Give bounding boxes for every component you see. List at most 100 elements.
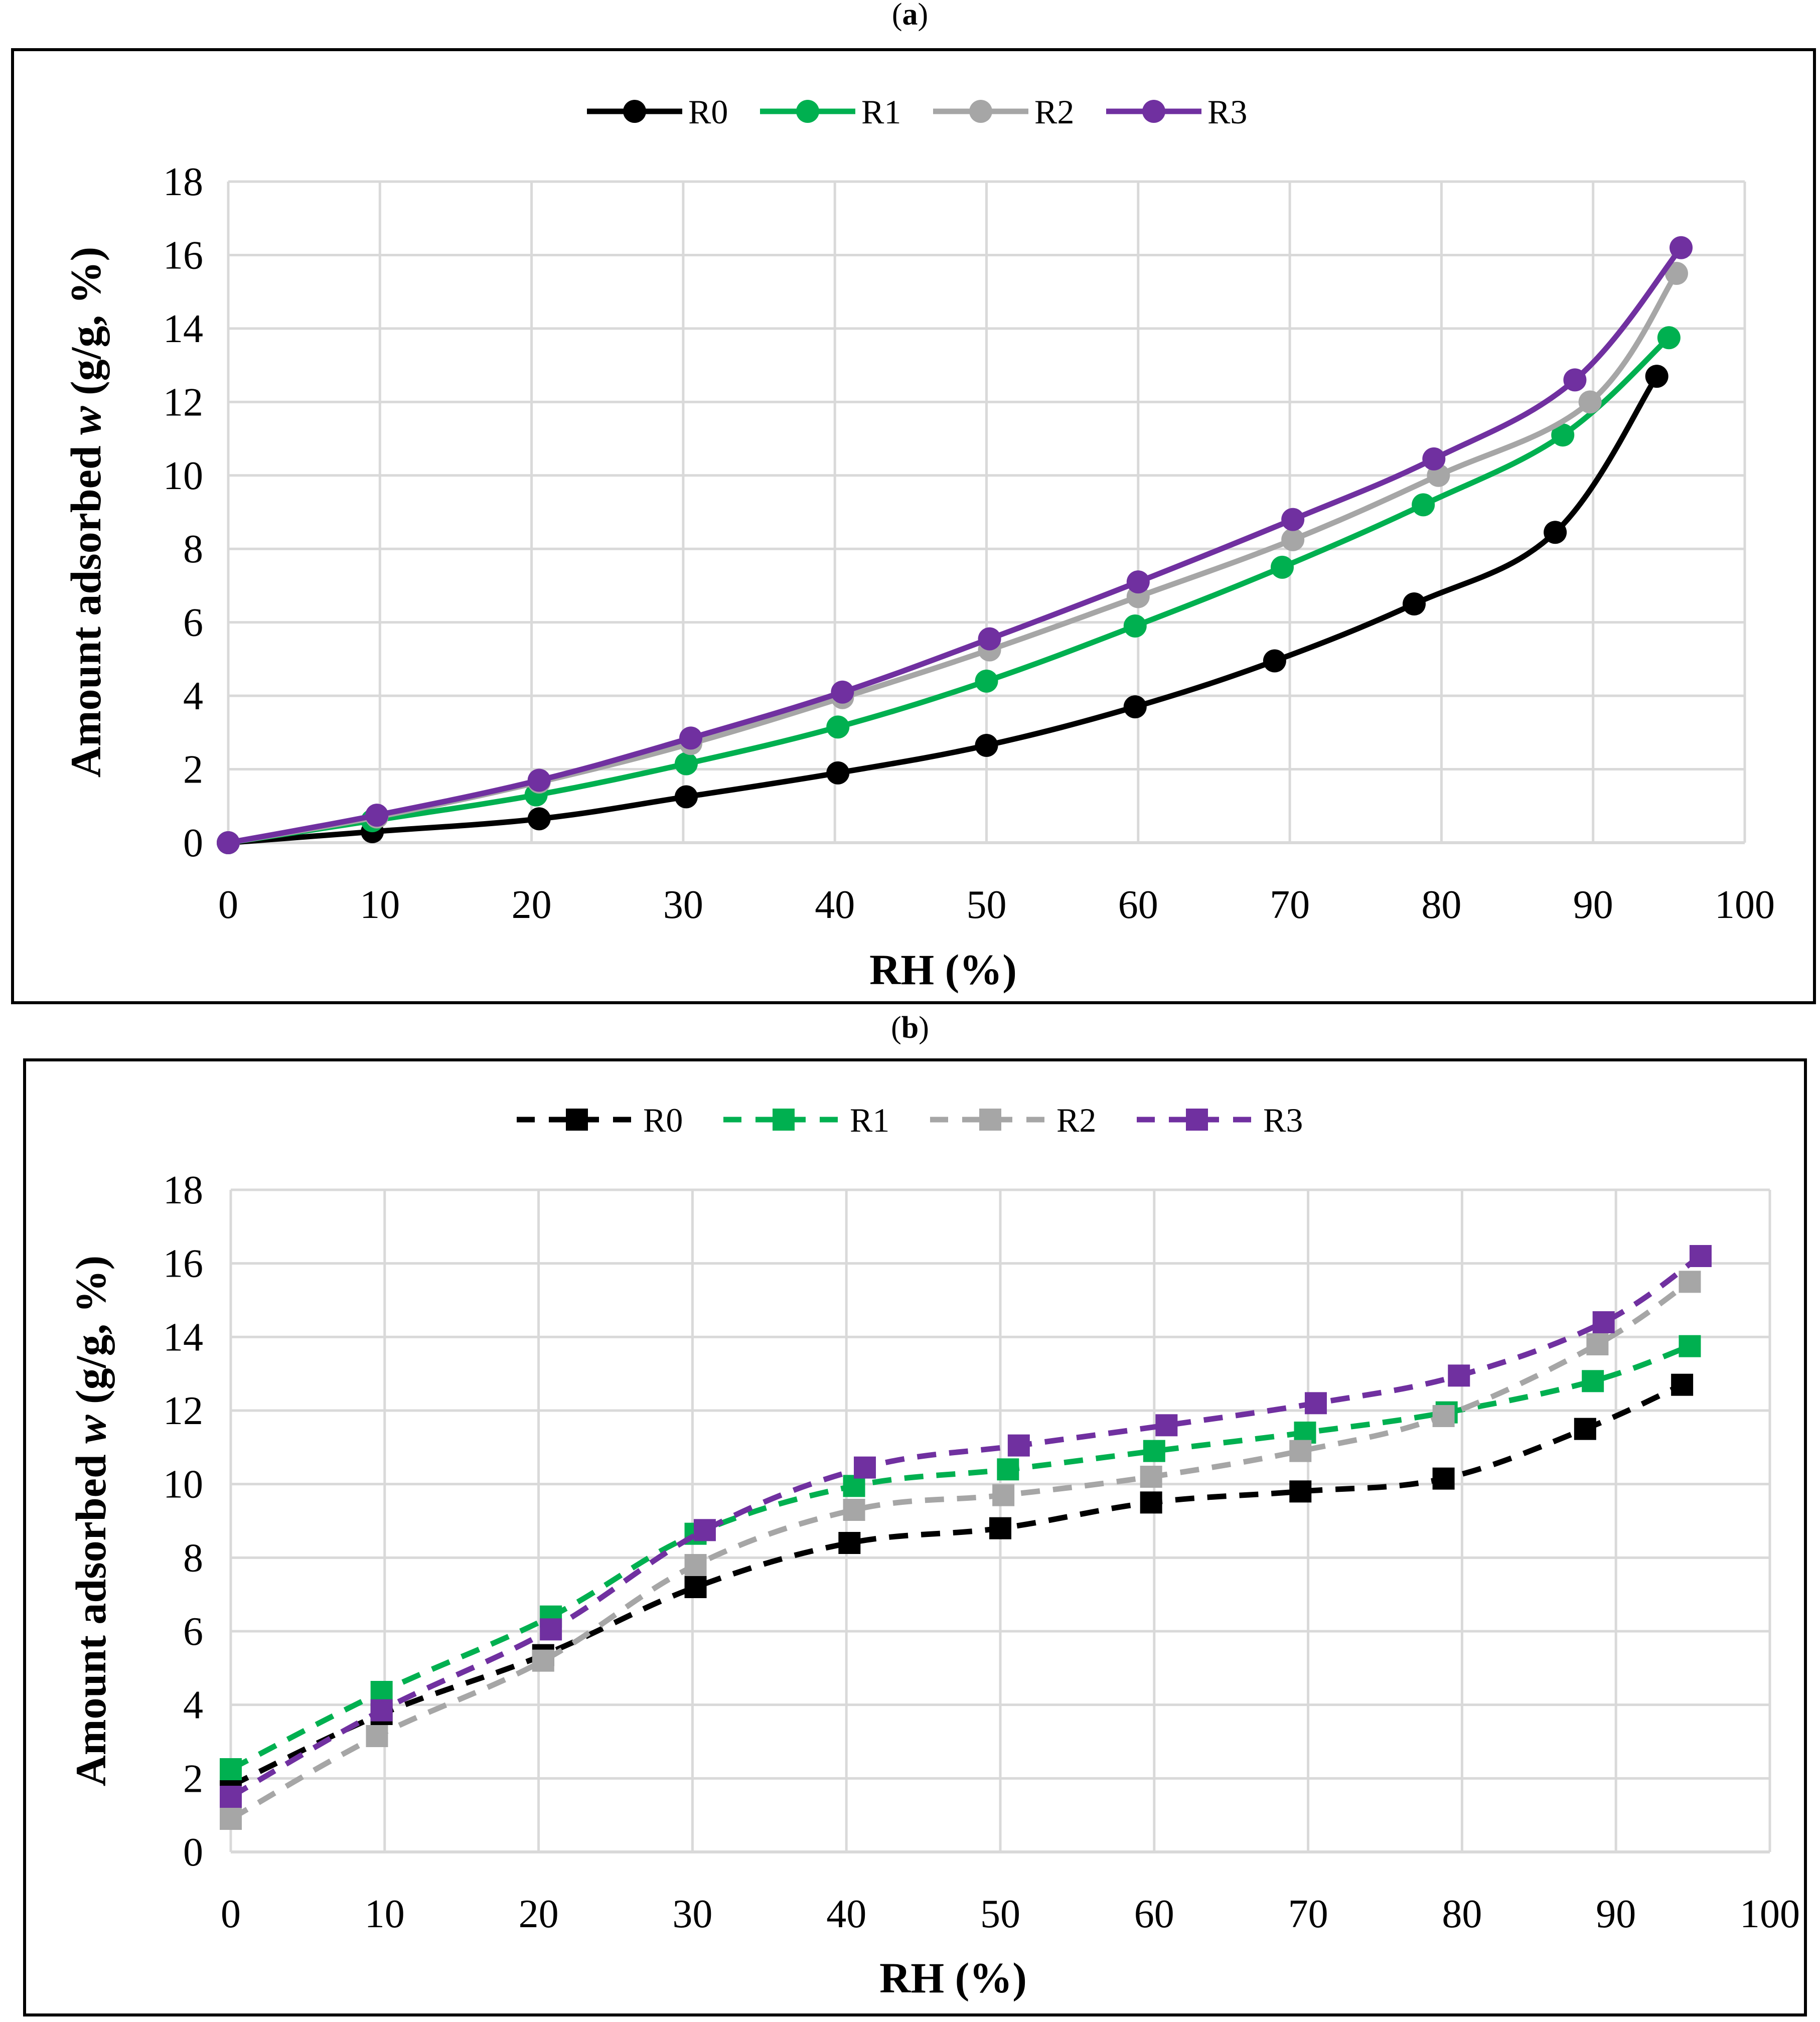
y-tick-label: 4: [183, 674, 203, 718]
data-point: [1289, 1440, 1312, 1462]
series-line-R2: [229, 1279, 1692, 1821]
y-tick-label: 6: [183, 601, 203, 645]
data-point: [978, 627, 1001, 651]
data-point: [1412, 493, 1435, 517]
legend-label-R1: R1: [861, 93, 901, 131]
x-axis-title: RH (%): [879, 1954, 1027, 2002]
x-tick-label: 80: [1442, 1892, 1482, 1936]
x-tick-label: 70: [1270, 883, 1310, 927]
x-tick-label: 10: [360, 883, 400, 927]
legend-marker-R3: [1142, 100, 1165, 123]
data-point: [1007, 1434, 1030, 1457]
data-point: [679, 726, 703, 750]
series-R0: [217, 365, 1669, 854]
data-point: [527, 768, 551, 792]
data-point: [1304, 1392, 1327, 1415]
data-point: [989, 1517, 1011, 1539]
data-point: [1140, 1491, 1162, 1514]
series-line-R1: [229, 1343, 1691, 1772]
x-tick-label: 0: [221, 1892, 241, 1936]
legend-marker-R0: [623, 100, 646, 123]
data-point: [1281, 508, 1305, 531]
data-point: [992, 1484, 1015, 1506]
x-tick-label: 70: [1288, 1892, 1328, 1936]
x-tick-label: 60: [1134, 1892, 1174, 1936]
y-tick-label: 8: [183, 527, 203, 571]
x-tick-label: 20: [519, 1892, 559, 1936]
legend-marker-R1: [796, 100, 819, 123]
data-point: [1657, 326, 1681, 350]
y-tick-label: 18: [163, 1168, 203, 1212]
legend-label-R0: R0: [643, 1101, 683, 1139]
y-axis-title: Amount adsorbed w (g/g, %): [67, 1256, 115, 1786]
x-tick-label: 30: [672, 1892, 712, 1936]
y-tick-label: 2: [183, 748, 203, 792]
x-tick-label: 20: [512, 883, 552, 927]
data-point: [540, 1618, 562, 1641]
data-point: [527, 807, 551, 831]
data-point: [684, 1554, 707, 1576]
legend-label-R2: R2: [1034, 93, 1074, 131]
data-point: [1143, 1440, 1165, 1462]
legend-label-R1: R1: [850, 1101, 889, 1139]
legend: R0 R1 R2 R3: [517, 1101, 1303, 1139]
x-tick-label: 40: [815, 883, 855, 927]
series-line-R0: [229, 1382, 1684, 1788]
data-point: [1582, 1370, 1604, 1392]
y-tick-label: 10: [163, 454, 203, 498]
data-point: [826, 761, 850, 785]
chart-frame-b: [23, 1058, 1807, 2016]
data-point: [831, 680, 854, 704]
data-point: [365, 804, 389, 827]
x-tick-label: 10: [365, 1892, 405, 1936]
series-R2: [217, 262, 1688, 854]
x-axis-title: RH (%): [869, 946, 1017, 994]
data-point: [1574, 1418, 1596, 1440]
data-point: [1544, 521, 1567, 544]
legend-marker-R0: [566, 1109, 588, 1131]
series-R3: [217, 236, 1693, 854]
data-point: [1432, 1405, 1455, 1427]
data-point: [1432, 1467, 1455, 1490]
data-point: [1679, 1271, 1701, 1293]
data-point: [1270, 555, 1294, 579]
series-line-R2: [228, 271, 1679, 846]
legend-label-R3: R3: [1263, 1101, 1303, 1139]
data-point: [1563, 368, 1587, 392]
data-point: [975, 669, 998, 693]
legend-label-R0: R0: [688, 93, 728, 131]
data-point: [1689, 1245, 1712, 1267]
data-point: [366, 1725, 388, 1747]
data-point: [1670, 236, 1693, 259]
x-tick-label: 80: [1421, 883, 1461, 927]
x-tick-label: 90: [1596, 1892, 1636, 1936]
data-point: [674, 785, 698, 809]
legend-marker-R2: [969, 100, 992, 123]
x-tick-label: 0: [218, 883, 238, 927]
data-point: [1592, 1311, 1615, 1333]
chart-a-group: 0 10 20 30 40 50 60 70 80 90 100 0 2 4 6 8 10 12 14 16 18 RH …: [62, 93, 1775, 994]
series-R3: [220, 1245, 1712, 1808]
data-point: [693, 1519, 716, 1541]
y-tick-label: 10: [163, 1463, 203, 1507]
x-tick-label: 40: [826, 1892, 866, 1936]
gridlines: [229, 1188, 1771, 1853]
y-tick-label: 16: [163, 1242, 203, 1286]
data-point: [1140, 1466, 1162, 1488]
data-point: [1281, 528, 1305, 551]
x-tick-label: 100: [1740, 1892, 1800, 1936]
data-point: [674, 752, 698, 775]
data-point: [1126, 570, 1150, 594]
data-point: [1645, 365, 1669, 388]
y-tick-label: 8: [183, 1536, 203, 1580]
legend-label-R2: R2: [1056, 1101, 1096, 1139]
data-point: [1155, 1414, 1178, 1437]
data-point: [220, 1786, 242, 1808]
y-tick-label: 6: [183, 1610, 203, 1654]
y-tick-label: 18: [163, 160, 203, 204]
data-point: [1551, 423, 1575, 447]
data-point: [220, 1808, 242, 1830]
data-point: [997, 1458, 1019, 1481]
y-tick-label: 4: [183, 1683, 203, 1728]
legend: R0 R1 R2 R3: [587, 93, 1247, 131]
